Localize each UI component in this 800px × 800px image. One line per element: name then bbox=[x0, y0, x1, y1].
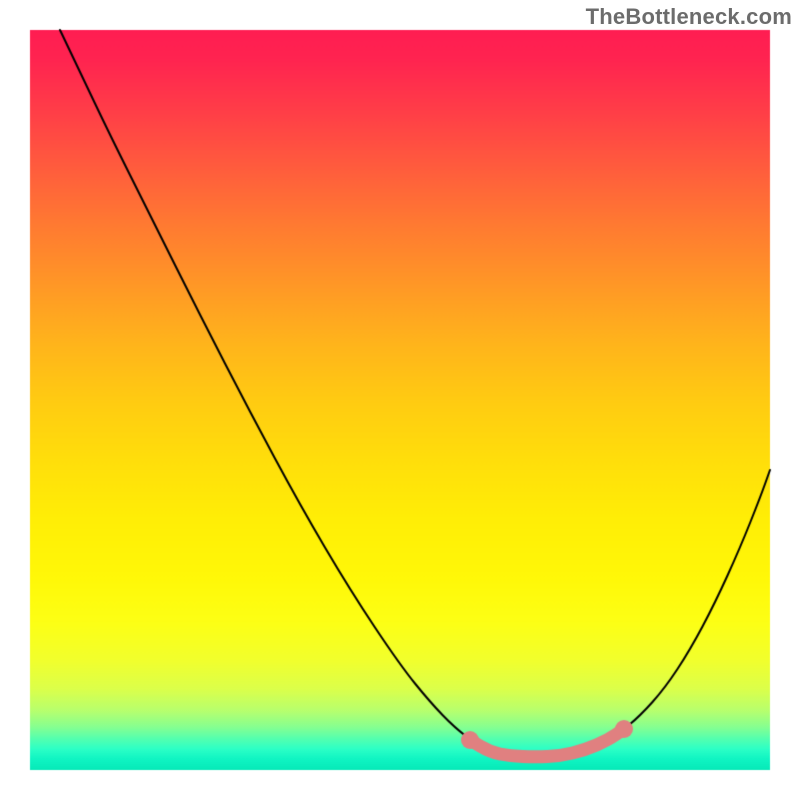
watermark-text: TheBottleneck.com bbox=[586, 4, 792, 30]
bottleneck-chart: TheBottleneck.com bbox=[0, 0, 800, 800]
chart-canvas bbox=[0, 0, 800, 800]
